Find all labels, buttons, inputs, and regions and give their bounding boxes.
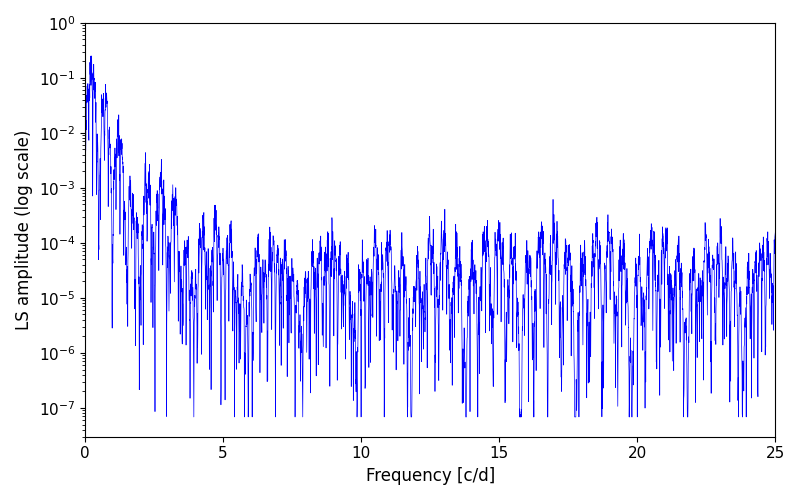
- X-axis label: Frequency [c/d]: Frequency [c/d]: [366, 467, 494, 485]
- Y-axis label: LS amplitude (log scale): LS amplitude (log scale): [15, 130, 33, 330]
